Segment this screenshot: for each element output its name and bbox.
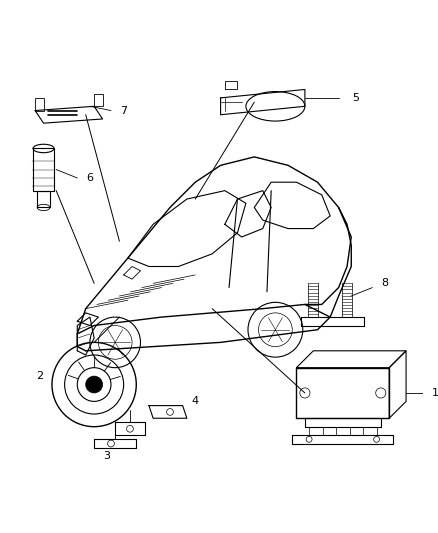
Text: 3: 3 <box>103 451 110 461</box>
Text: 1: 1 <box>432 388 438 398</box>
Text: 8: 8 <box>381 278 389 288</box>
Circle shape <box>86 376 102 393</box>
Ellipse shape <box>33 144 54 152</box>
Text: 7: 7 <box>120 106 127 116</box>
Text: 5: 5 <box>352 93 359 103</box>
Text: 6: 6 <box>86 173 93 183</box>
Text: 2: 2 <box>36 371 43 381</box>
Text: 4: 4 <box>192 397 199 406</box>
Ellipse shape <box>37 204 50 211</box>
